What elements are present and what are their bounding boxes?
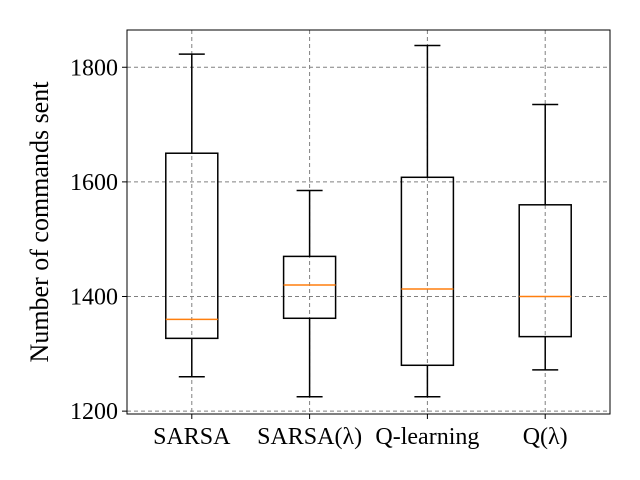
y-tick-label: 1400 xyxy=(70,285,118,311)
grid-lines xyxy=(127,30,610,414)
box-0 xyxy=(165,53,219,378)
box-1 xyxy=(282,189,337,398)
plot-frame xyxy=(126,29,611,415)
x-axis-ticks: SARSA SARSA(λ) Q-learning Q(λ) xyxy=(153,414,568,450)
y-tick-label: 1200 xyxy=(70,399,118,425)
x-tick-label: Q(λ) xyxy=(523,424,568,450)
iqr-box xyxy=(282,255,337,320)
box-2 xyxy=(400,44,455,398)
y-axis-ticks: 1200 1400 1600 1800 xyxy=(70,55,127,425)
y-tick-label: 1600 xyxy=(70,170,118,196)
box-3 xyxy=(518,103,572,371)
y-tick-label: 1800 xyxy=(70,55,118,81)
x-tick-label: Q-learning xyxy=(375,424,479,450)
iqr-box xyxy=(165,152,219,340)
y-axis-title: Number of commands sent xyxy=(25,81,54,363)
x-tick-label: SARSA xyxy=(153,424,231,450)
iqr-box xyxy=(518,204,572,338)
x-tick-label: SARSA(λ) xyxy=(257,424,362,450)
iqr-box xyxy=(400,176,455,367)
boxes xyxy=(165,44,572,398)
